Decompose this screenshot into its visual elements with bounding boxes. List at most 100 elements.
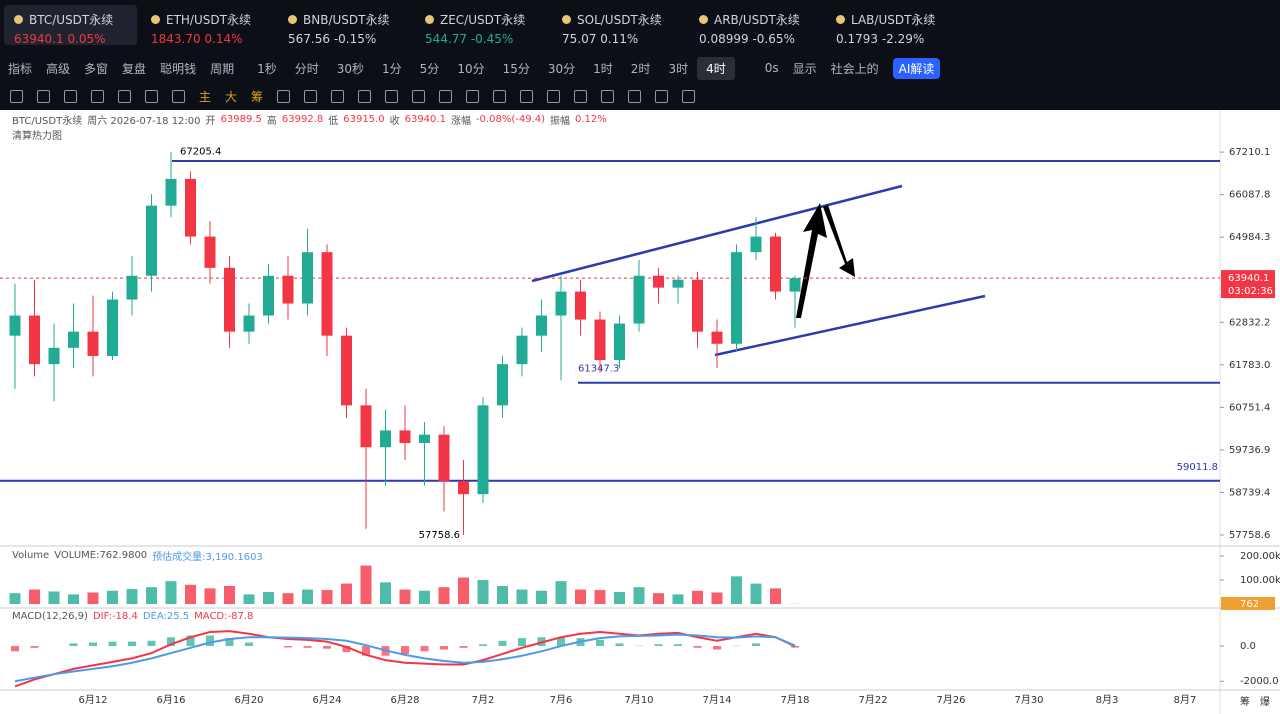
tool-icon[interactable]	[466, 89, 480, 103]
tool-button[interactable]: 筹	[251, 89, 264, 104]
toolbar-button[interactable]: 多窗	[84, 61, 109, 76]
ticker-price: 0.08999	[699, 32, 749, 46]
candle-body	[263, 275, 274, 316]
interval-button[interactable]: 30秒	[336, 61, 365, 76]
toolbar-button[interactable]: 高级	[46, 61, 71, 76]
macd-value-label: MACD:-87.8	[194, 611, 254, 622]
tool-icon[interactable]	[493, 89, 507, 103]
x-tick-label: 7月26	[936, 694, 965, 706]
toolbar-button[interactable]: 聪明钱	[160, 61, 197, 76]
tool-icon[interactable]	[118, 89, 131, 103]
volume-bar	[68, 594, 79, 604]
interval-button[interactable]: 15分	[502, 61, 530, 76]
interval-button[interactable]: 1时	[593, 61, 613, 76]
toolbar-button[interactable]: 指标	[8, 61, 33, 76]
dif-line	[14, 630, 796, 688]
candle-body	[282, 275, 294, 304]
toolbar-button[interactable]: 显示	[792, 61, 817, 76]
tool-icon[interactable]	[547, 89, 561, 103]
ticker-change: -0.15%	[333, 32, 377, 46]
tool-icon[interactable]	[439, 89, 453, 103]
tool-icon[interactable]	[601, 89, 615, 103]
y-tick-label: 67210.1	[1229, 147, 1270, 158]
candle-body	[575, 291, 586, 320]
interval-button[interactable]: 3时	[668, 61, 689, 76]
tool-icon[interactable]	[655, 89, 669, 103]
candle-body	[594, 319, 606, 361]
macd-bar	[615, 643, 624, 647]
tool-icon[interactable]	[64, 89, 77, 103]
tool-icon[interactable]	[412, 89, 426, 103]
candle-body	[555, 291, 567, 316]
candle-body	[477, 405, 489, 495]
tool-icon[interactable]	[37, 89, 50, 103]
ohlc-value: -0.08%(-49.4)	[475, 114, 546, 125]
ticker-name: BTC/USDT永续	[14, 11, 137, 28]
candle-body	[438, 434, 450, 482]
price-tag	[1221, 270, 1275, 299]
tool-icon[interactable]	[172, 89, 185, 103]
toolbar-button[interactable]: 复盘	[122, 61, 147, 76]
y-tick-label: 62832.2	[1229, 317, 1270, 328]
overlay-label[interactable]: 清算热力图	[12, 131, 62, 142]
macd-bar	[420, 646, 429, 652]
ticker[interactable]: ETH/USDT永续 1843.70 0.14%	[141, 5, 274, 46]
corner-button[interactable]: 爆	[1260, 696, 1270, 708]
ticker[interactable]: BTC/USDT永续 63940.1 0.05%	[4, 5, 137, 46]
tool-icon[interactable]	[385, 89, 399, 103]
toolbar-button[interactable]: 0s	[764, 61, 779, 75]
candle-body	[419, 434, 430, 444]
volume-bar	[692, 590, 703, 604]
tool-icon[interactable]	[304, 89, 318, 103]
candle-body	[360, 405, 372, 448]
tool-icon[interactable]	[628, 89, 642, 103]
tool-button[interactable]: 大	[225, 89, 238, 104]
tool-icon[interactable]	[10, 89, 23, 103]
toolbar-button[interactable]: 社会上的	[830, 61, 879, 76]
interval-button[interactable]: 30分	[547, 61, 576, 76]
volume-bar	[87, 592, 99, 604]
interval-button[interactable]: 4时	[697, 56, 735, 80]
corner-button[interactable]: 筹	[1240, 695, 1250, 708]
tool-icon[interactable]	[358, 89, 372, 103]
volume-bar	[497, 585, 508, 604]
macd-bar	[147, 640, 156, 647]
interval-group: 1秒 分时 30秒 1分 5分 10分 15分 30分 1时 2时 3时 4时	[248, 56, 735, 80]
interval-button[interactable]: 5分	[419, 61, 440, 76]
ticker-quote: 544.77 -0.45%	[425, 32, 548, 46]
macd-bar	[596, 639, 604, 647]
interval-button[interactable]: 2时	[630, 61, 651, 76]
toolbar: 指标 高级 多窗 复盘 聪明钱 周期 1秒 分时 30秒 1分 5分 10分 15分 30分 1时 2时 3时 4…	[8, 55, 954, 81]
volume-bar	[594, 590, 606, 604]
volume-bar	[146, 587, 157, 604]
macd-bar	[479, 644, 487, 647]
tool-button[interactable]: 主	[199, 89, 212, 104]
tool-icon[interactable]	[277, 89, 291, 103]
tool-icon[interactable]	[331, 89, 345, 103]
interval-button[interactable]: 1秒	[257, 61, 277, 76]
candle-body	[458, 481, 469, 495]
ticker[interactable]: ZEC/USDT永续 544.77 -0.45%	[415, 5, 548, 46]
period-button[interactable]: 周期	[210, 61, 235, 76]
interval-button[interactable]: 10分	[457, 61, 485, 76]
x-tick-label: 7月10	[624, 694, 653, 706]
trend-line	[714, 294, 986, 357]
ticker[interactable]: BNB/USDT永续 567.56 -0.15%	[278, 5, 411, 46]
tool-icon[interactable]	[91, 89, 104, 103]
tool-icon[interactable]	[682, 89, 696, 103]
candle-body	[9, 315, 21, 336]
interval-button[interactable]: 1分	[382, 61, 402, 76]
tool-icon[interactable]	[520, 89, 534, 103]
interval-button[interactable]: 分时	[294, 61, 319, 76]
x-tick-label: 7月18	[780, 694, 809, 706]
toolbar-button[interactable]: AI解读	[892, 57, 941, 79]
ticker[interactable]: SOL/USDT永续 75.07 0.11%	[552, 5, 685, 46]
ticker[interactable]: ARB/USDT永续 0.08999 -0.65%	[689, 5, 822, 46]
macd-bar	[284, 646, 292, 648]
tool-icon[interactable]	[574, 89, 588, 103]
tool-icon[interactable]	[145, 89, 158, 103]
ticker[interactable]: LAB/USDT永续 0.1793 -2.29%	[826, 5, 959, 46]
candle-body	[399, 430, 411, 444]
volume-bar	[399, 589, 411, 604]
ohlc-label: 振幅	[550, 116, 571, 127]
